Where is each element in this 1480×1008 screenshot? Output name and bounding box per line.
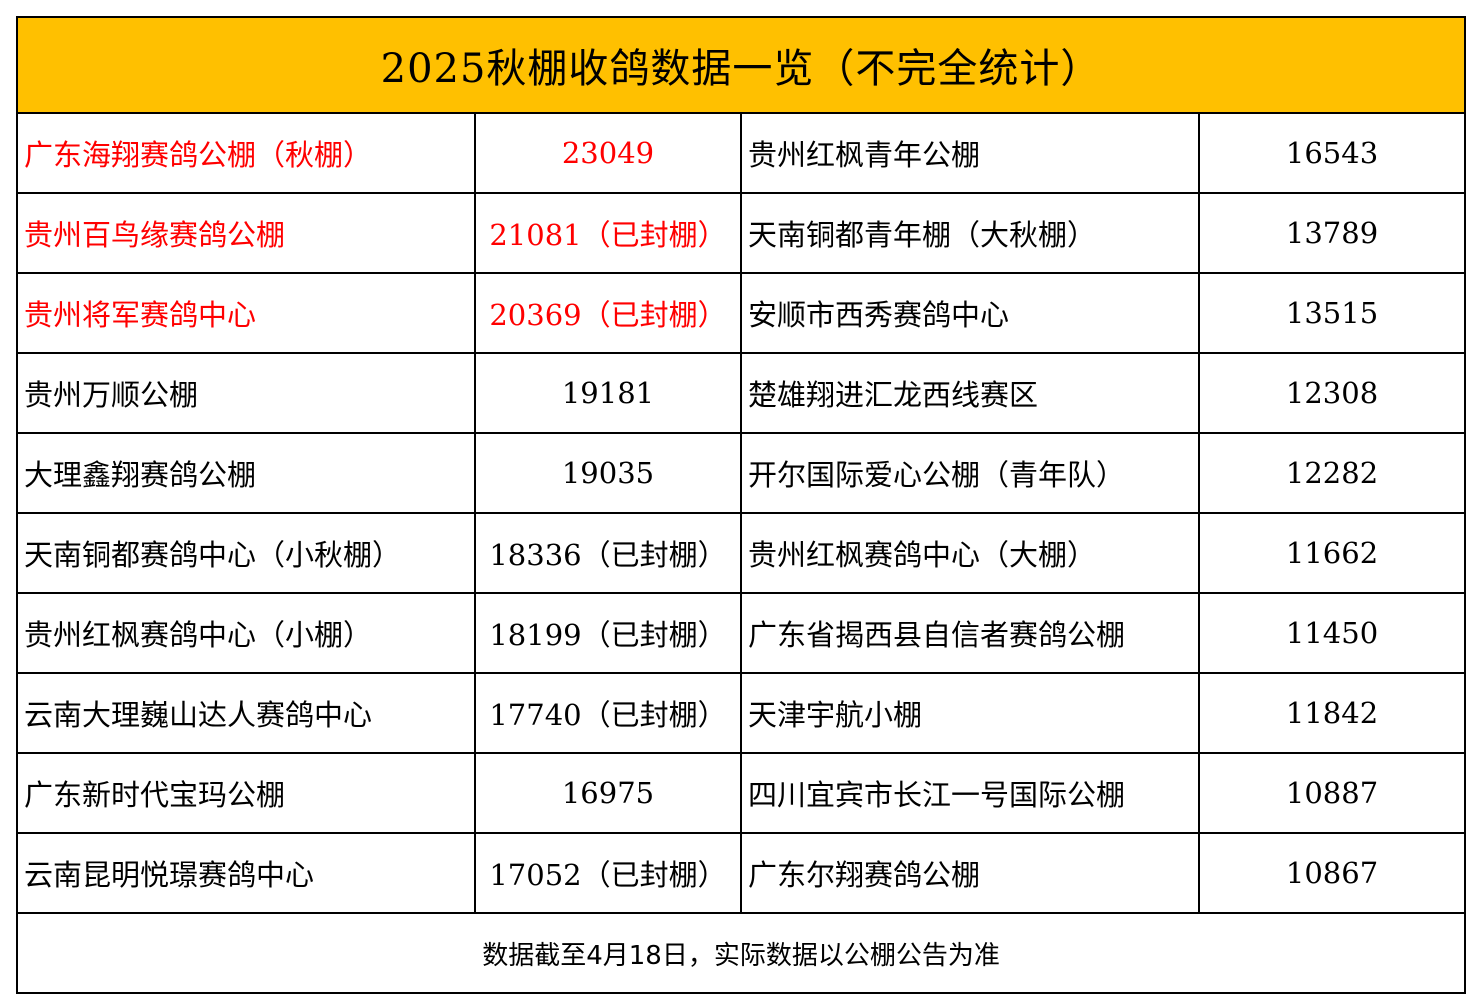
loft-name-right: 贵州红枫赛鸽中心（大棚） [740, 512, 1200, 594]
loft-name-left: 云南昆明悦璟赛鸽中心 [16, 832, 476, 914]
table-row: 大理鑫翔赛鸽公棚 19035 开尔国际爱心公棚（青年队） 12282 [16, 432, 1467, 514]
loft-name-left: 贵州百鸟缘赛鸽公棚 [16, 192, 476, 274]
title-row: 2025秋棚收鸽数据一览（不完全统计） [15, 16, 1467, 114]
pigeon-count-right: 13789 [1197, 192, 1467, 274]
pigeon-count-left: 21081（已封棚） [474, 192, 742, 274]
loft-name-right: 天南铜都青年棚（大秋棚） [740, 192, 1200, 274]
loft-name-left: 广东海翔赛鸽公棚（秋棚） [16, 112, 476, 194]
loft-name-left: 云南大理巍山达人赛鸽中心 [16, 672, 476, 754]
loft-name-right: 天津宇航小棚 [740, 672, 1200, 754]
pigeon-count-left: 19181 [474, 352, 742, 434]
pigeon-count-right: 13515 [1197, 272, 1467, 354]
pigeon-count-left: 18336（已封棚） [474, 512, 742, 594]
table-row: 贵州百鸟缘赛鸽公棚 21081（已封棚） 天南铜都青年棚（大秋棚） 13789 [16, 192, 1467, 274]
loft-name-right: 开尔国际爱心公棚（青年队） [740, 432, 1200, 514]
table-row: 天南铜都赛鸽中心（小秋棚） 18336（已封棚） 贵州红枫赛鸽中心（大棚） 11662 [16, 512, 1467, 594]
loft-name-right: 广东尔翔赛鸽公棚 [740, 832, 1200, 914]
table-row: 云南昆明悦璟赛鸽中心 17052（已封棚） 广东尔翔赛鸽公棚 10867 [16, 832, 1467, 914]
pigeon-count-right: 11450 [1197, 592, 1467, 674]
pigeon-count-left: 19035 [474, 432, 742, 514]
loft-name-left: 贵州红枫赛鸽中心（小棚） [16, 592, 476, 674]
table-row: 云南大理巍山达人赛鸽中心 17740（已封棚） 天津宇航小棚 11842 [16, 672, 1467, 754]
loft-name-left: 广东新时代宝玛公棚 [16, 752, 476, 834]
pigeon-count-right: 12282 [1197, 432, 1467, 514]
pigeon-count-right: 10867 [1197, 832, 1467, 914]
pigeon-count-left: 18199（已封棚） [474, 592, 742, 674]
loft-name-left: 贵州将军赛鸽中心 [16, 272, 476, 354]
table-title: 2025秋棚收鸽数据一览（不完全统计） [15, 16, 1467, 114]
pigeon-count-left: 17052（已封棚） [474, 832, 742, 914]
pigeon-count-right: 11842 [1197, 672, 1467, 754]
pigeon-count-left: 20369（已封棚） [474, 272, 742, 354]
pigeon-count-right: 11662 [1197, 512, 1467, 594]
pigeon-loft-stats-table: 2025秋棚收鸽数据一览（不完全统计） 广东海翔赛鸽公棚（秋棚） 23049 贵州红… [15, 16, 1467, 994]
loft-name-left: 天南铜都赛鸽中心（小秋棚） [16, 512, 476, 594]
loft-name-right: 四川宜宾市长江一号国际公棚 [740, 752, 1200, 834]
pigeon-count-left: 23049 [474, 112, 742, 194]
loft-name-left: 大理鑫翔赛鸽公棚 [16, 432, 476, 514]
table-row: 广东新时代宝玛公棚 16975 四川宜宾市长江一号国际公棚 10887 [16, 752, 1467, 834]
table-row: 贵州将军赛鸽中心 20369（已封棚） 安顺市西秀赛鸽中心 13515 [16, 272, 1467, 354]
table-row: 广东海翔赛鸽公棚（秋棚） 23049 贵州红枫青年公棚 16543 [16, 112, 1467, 194]
loft-name-right: 楚雄翔进汇龙西线赛区 [740, 352, 1200, 434]
loft-name-right: 贵州红枫青年公棚 [740, 112, 1200, 194]
pigeon-count-left: 17740（已封棚） [474, 672, 742, 754]
loft-name-right: 安顺市西秀赛鸽中心 [740, 272, 1200, 354]
loft-name-right: 广东省揭西县自信者赛鸽公棚 [740, 592, 1200, 674]
pigeon-count-right: 10887 [1197, 752, 1467, 834]
pigeon-count-right: 12308 [1197, 352, 1467, 434]
table-row: 贵州万顺公棚 19181 楚雄翔进汇龙西线赛区 12308 [16, 352, 1467, 434]
data-cutoff-note: 数据截至4月18日，实际数据以公棚公告为准 [15, 912, 1467, 994]
footer-row: 数据截至4月18日，实际数据以公棚公告为准 [15, 912, 1467, 994]
pigeon-count-left: 16975 [474, 752, 742, 834]
loft-name-left: 贵州万顺公棚 [16, 352, 476, 434]
table-row: 贵州红枫赛鸽中心（小棚） 18199（已封棚） 广东省揭西县自信者赛鸽公棚 11450 [16, 592, 1467, 674]
pigeon-count-right: 16543 [1197, 112, 1467, 194]
